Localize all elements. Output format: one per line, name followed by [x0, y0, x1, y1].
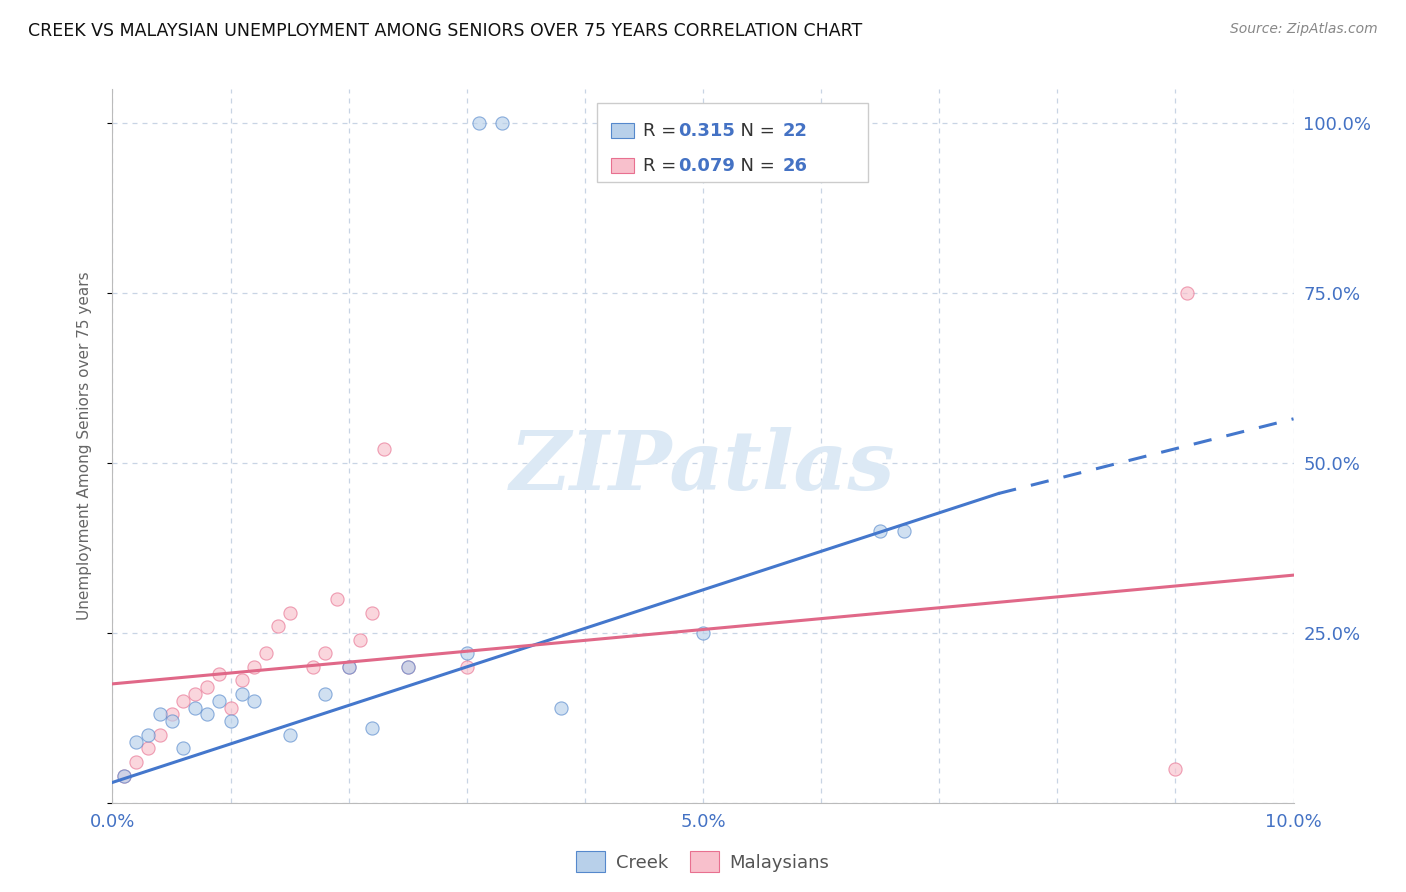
FancyBboxPatch shape — [610, 159, 634, 173]
Text: N =: N = — [728, 157, 780, 175]
Point — [136, 728, 159, 742]
Point — [361, 606, 384, 620]
Point — [456, 660, 478, 674]
Point — [361, 721, 384, 735]
Point — [337, 660, 360, 674]
Point — [467, 116, 489, 130]
Point — [125, 755, 148, 769]
FancyBboxPatch shape — [610, 123, 634, 137]
Point — [184, 700, 207, 714]
Point — [172, 741, 194, 756]
Point — [125, 734, 148, 748]
Point — [160, 714, 183, 729]
Point — [208, 694, 231, 708]
Point — [893, 524, 915, 538]
Point — [456, 646, 478, 660]
Point — [302, 660, 325, 674]
Text: 26: 26 — [782, 157, 807, 175]
Point — [267, 619, 290, 633]
Point — [243, 660, 266, 674]
Point — [149, 707, 172, 722]
Point — [278, 606, 301, 620]
Text: N =: N = — [728, 121, 780, 139]
FancyBboxPatch shape — [596, 103, 869, 182]
Point — [337, 660, 360, 674]
Point — [195, 707, 218, 722]
Point — [491, 116, 513, 130]
Point — [184, 687, 207, 701]
Point — [349, 632, 371, 647]
Point — [869, 524, 891, 538]
Text: ZIPatlas: ZIPatlas — [510, 427, 896, 508]
Point — [160, 707, 183, 722]
Point — [396, 660, 419, 674]
Text: R =: R = — [643, 121, 682, 139]
Point — [231, 673, 253, 688]
Point — [254, 646, 277, 660]
Legend: Creek, Malaysians: Creek, Malaysians — [569, 844, 837, 880]
Text: 22: 22 — [782, 121, 807, 139]
Point — [314, 687, 336, 701]
Point — [1175, 286, 1198, 301]
Point — [231, 687, 253, 701]
Point — [243, 694, 266, 708]
Text: R =: R = — [643, 157, 682, 175]
Point — [136, 741, 159, 756]
Text: 0.079: 0.079 — [678, 157, 735, 175]
Point — [278, 728, 301, 742]
Text: 0.315: 0.315 — [678, 121, 735, 139]
Point — [692, 626, 714, 640]
Point — [550, 700, 572, 714]
Point — [208, 666, 231, 681]
Point — [172, 694, 194, 708]
Point — [112, 769, 135, 783]
Point — [149, 728, 172, 742]
Point — [219, 714, 242, 729]
Point — [112, 769, 135, 783]
Point — [219, 700, 242, 714]
Point — [396, 660, 419, 674]
Text: CREEK VS MALAYSIAN UNEMPLOYMENT AMONG SENIORS OVER 75 YEARS CORRELATION CHART: CREEK VS MALAYSIAN UNEMPLOYMENT AMONG SE… — [28, 22, 862, 40]
Point — [373, 442, 395, 457]
Point — [195, 680, 218, 694]
Text: Source: ZipAtlas.com: Source: ZipAtlas.com — [1230, 22, 1378, 37]
Point — [314, 646, 336, 660]
Point — [1164, 762, 1187, 776]
Y-axis label: Unemployment Among Seniors over 75 years: Unemployment Among Seniors over 75 years — [77, 272, 91, 620]
Point — [326, 591, 349, 606]
